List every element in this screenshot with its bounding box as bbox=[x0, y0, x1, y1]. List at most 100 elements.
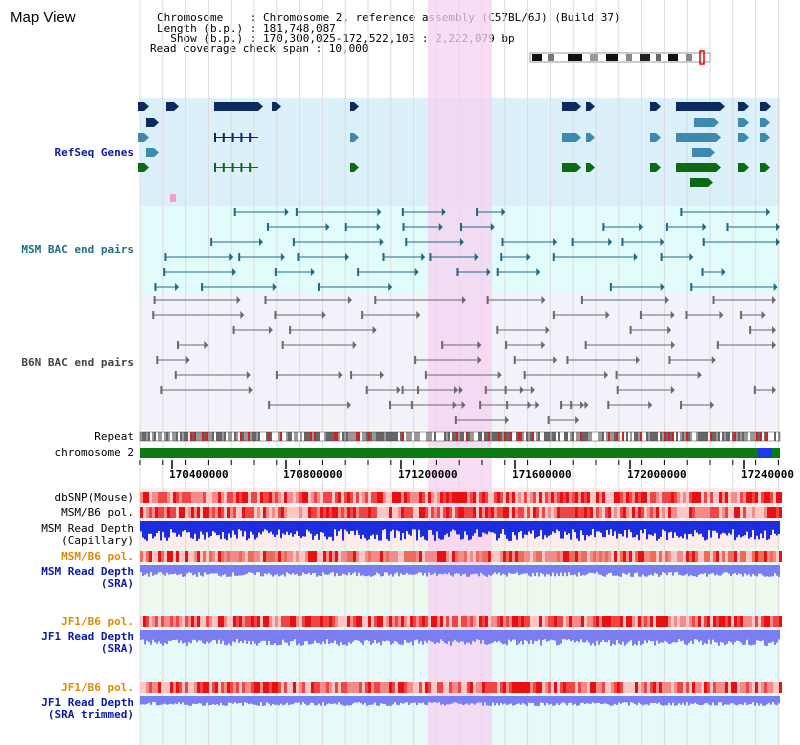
heat-cell bbox=[377, 682, 380, 693]
bac-end bbox=[297, 253, 300, 261]
heat-cell bbox=[434, 682, 437, 693]
heat-cell bbox=[332, 551, 335, 562]
bac-end bbox=[461, 401, 466, 409]
heat-cell bbox=[164, 492, 167, 503]
bac-end bbox=[541, 341, 546, 349]
depth-bar bbox=[508, 696, 510, 705]
depth-bar bbox=[146, 565, 148, 574]
heat-cell bbox=[266, 551, 269, 562]
heat-cell bbox=[599, 551, 602, 562]
depth-bar bbox=[444, 630, 446, 643]
gene-arrow bbox=[258, 102, 263, 111]
track-label-jf1-depth[interactable]: JF1 Read Depth bbox=[41, 630, 134, 643]
depth-bar bbox=[596, 696, 598, 704]
depth-bar bbox=[620, 565, 622, 577]
heat-cell bbox=[176, 682, 179, 693]
heat-cell bbox=[233, 507, 236, 518]
heat-cell bbox=[224, 492, 227, 503]
depth-bar bbox=[198, 696, 200, 704]
depth-bar bbox=[658, 696, 660, 703]
depth-bar bbox=[300, 630, 302, 646]
depth-bar bbox=[322, 630, 324, 642]
depth-bar bbox=[610, 521, 612, 530]
depth-bar bbox=[496, 696, 498, 704]
track-label-msm-b6-pol-2[interactable]: MSM/B6 pol. bbox=[61, 550, 134, 563]
repeat-segment bbox=[774, 432, 776, 441]
depth-bar bbox=[700, 630, 702, 641]
heat-cell bbox=[428, 507, 431, 518]
repeat-segment bbox=[484, 432, 486, 441]
repeat-segment bbox=[574, 432, 576, 441]
depth-bar bbox=[634, 521, 636, 538]
track-label-msm-b6-pol-1[interactable]: MSM/B6 pol. bbox=[61, 506, 134, 519]
depth-bar bbox=[310, 696, 312, 703]
heat-cell bbox=[629, 616, 632, 627]
heat-cell bbox=[527, 492, 530, 503]
track-label-refseq[interactable]: RefSeq Genes bbox=[54, 146, 134, 159]
depth-bar bbox=[388, 696, 390, 706]
heat-cell bbox=[515, 507, 518, 518]
depth-bar bbox=[610, 630, 612, 646]
depth-bar bbox=[762, 565, 764, 576]
heat-cell bbox=[389, 682, 392, 693]
repeat-segment bbox=[568, 432, 570, 441]
track-label-repeat[interactable]: Repeat bbox=[94, 430, 134, 443]
depth-bar bbox=[200, 696, 202, 704]
depth-bar bbox=[244, 696, 246, 703]
depth-bar bbox=[142, 630, 144, 640]
heat-cell bbox=[227, 492, 230, 503]
depth-bar bbox=[644, 521, 646, 530]
heat-cell bbox=[662, 492, 665, 503]
heat-cell bbox=[515, 551, 518, 562]
depth-bar bbox=[458, 696, 460, 704]
gene-feature bbox=[692, 148, 710, 157]
bac-end bbox=[697, 371, 702, 379]
depth-bar bbox=[234, 521, 236, 535]
track-label-jf1-depth-trimmed[interactable]: JF1 Read Depth bbox=[41, 696, 134, 709]
depth-bar bbox=[278, 696, 280, 706]
bac-end bbox=[609, 283, 612, 291]
depth-bar bbox=[514, 630, 516, 640]
heat-cell bbox=[161, 507, 164, 518]
heat-cell bbox=[464, 551, 467, 562]
heat-cell bbox=[467, 682, 470, 693]
depth-bar bbox=[434, 696, 436, 703]
track-label-msm-depth-sra[interactable]: MSM Read Depth bbox=[41, 565, 134, 578]
track-label-b6n-bac[interactable]: B6N BAC end pairs bbox=[21, 356, 134, 369]
heat-cell bbox=[614, 682, 617, 693]
depth-bar bbox=[170, 565, 172, 574]
heat-cell bbox=[167, 551, 170, 562]
heat-cell bbox=[518, 551, 521, 562]
heat-cell bbox=[767, 551, 770, 562]
track-label-msm-depth-capillary[interactable]: MSM Read Depth bbox=[41, 522, 134, 535]
heat-cell bbox=[668, 551, 671, 562]
heat-cell bbox=[689, 492, 692, 503]
heat-cell bbox=[224, 507, 227, 518]
depth-bar bbox=[464, 630, 466, 645]
depth-bar bbox=[752, 630, 754, 645]
heat-cell bbox=[614, 507, 617, 518]
depth-bar bbox=[328, 565, 330, 575]
repeat-segment bbox=[558, 432, 560, 441]
heat-cell bbox=[239, 492, 242, 503]
heat-cell bbox=[710, 492, 713, 503]
depth-bar bbox=[424, 521, 426, 540]
track-label-jf1-pol-1[interactable]: JF1/B6 pol. bbox=[61, 615, 134, 628]
depth-bar bbox=[382, 696, 384, 704]
track-label-dbsnp[interactable]: dbSNP(Mouse) bbox=[54, 491, 134, 504]
track-label-msm-bac[interactable]: MSM BAC end pairs bbox=[21, 243, 134, 256]
depth-bar bbox=[280, 696, 282, 704]
track-label-chromosome[interactable]: chromosome 2 bbox=[54, 446, 134, 459]
depth-bar bbox=[772, 630, 774, 642]
depth-bar bbox=[140, 696, 142, 705]
heat-cell bbox=[587, 492, 590, 503]
heat-cell bbox=[395, 616, 398, 627]
heat-cell bbox=[593, 616, 596, 627]
repeat-segment bbox=[210, 432, 212, 441]
gene-arrow bbox=[144, 163, 149, 172]
depth-bar bbox=[264, 565, 266, 574]
track-label-jf1-pol-2[interactable]: JF1/B6 pol. bbox=[61, 681, 134, 694]
heat-cell bbox=[455, 507, 458, 518]
depth-bar bbox=[218, 630, 220, 640]
